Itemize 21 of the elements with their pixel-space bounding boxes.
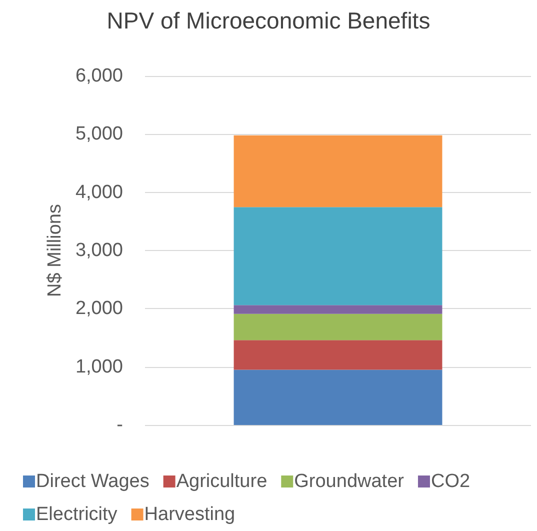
y-tick-label: 2,000 xyxy=(75,298,123,320)
y-tick-label: 6,000 xyxy=(75,66,123,86)
bar xyxy=(234,207,442,306)
bar xyxy=(234,370,442,425)
legend-label: Harvesting xyxy=(144,504,236,525)
bar xyxy=(234,340,442,370)
bar xyxy=(234,135,442,208)
chart-title: NPV of Microeconomic Benefits xyxy=(106,8,430,34)
bar xyxy=(234,314,442,340)
legend-label: Groundwater xyxy=(294,471,405,492)
legend-label: Direct Wages xyxy=(36,471,150,492)
legend-label: Agriculture xyxy=(176,471,268,492)
legend-label: CO2 xyxy=(430,471,470,492)
y-tick-label: - xyxy=(116,414,123,436)
y-tick-label: 3,000 xyxy=(75,240,123,261)
y-tick-label: 5,000 xyxy=(75,124,123,145)
legend-label: Electricity xyxy=(36,504,118,525)
y-tick-label: 4,000 xyxy=(75,182,123,203)
bar xyxy=(234,305,442,314)
y-axis-title: N$ Millions xyxy=(44,204,66,297)
y-tick-label: 1,000 xyxy=(75,356,123,378)
